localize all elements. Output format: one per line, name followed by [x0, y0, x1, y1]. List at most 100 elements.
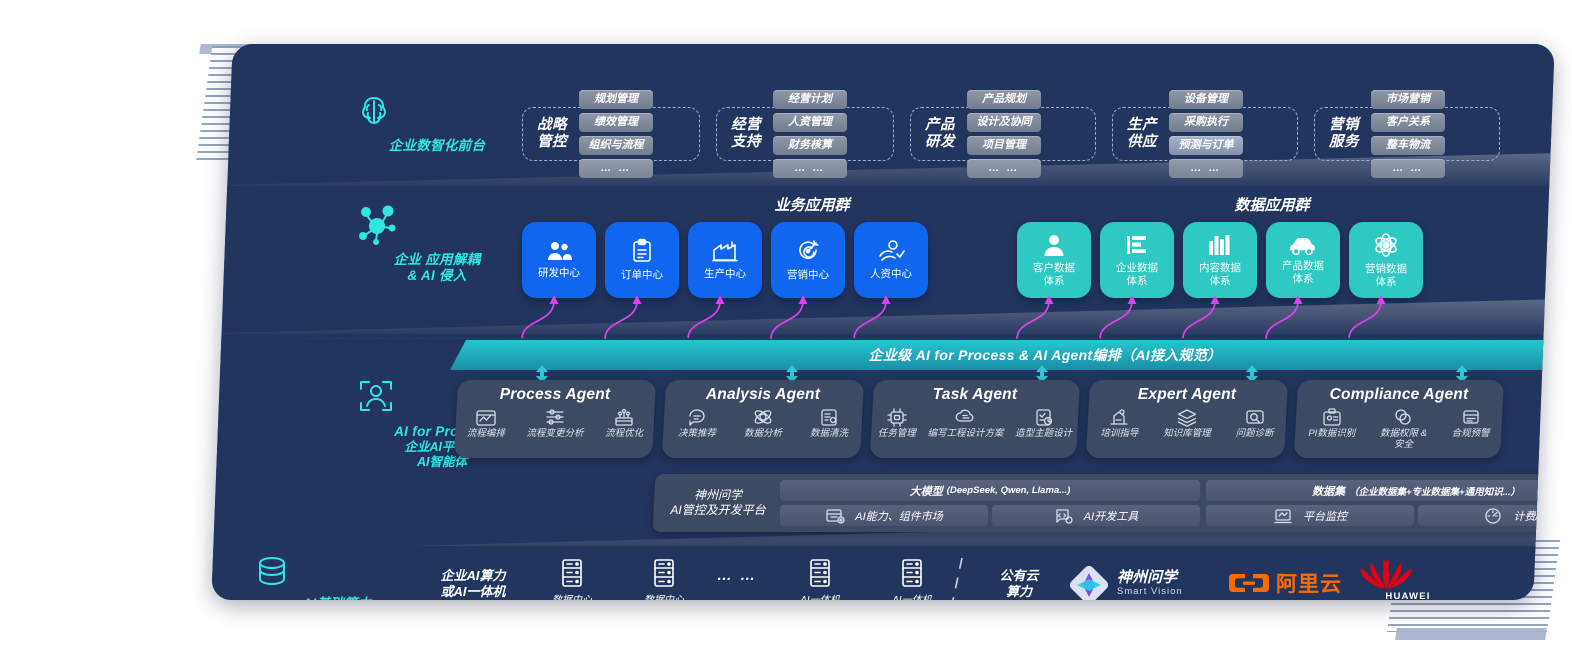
platform-name-line2: AI管控及开发平台	[670, 503, 766, 517]
agent-item-compliance-alert[interactable]: 合规预警	[1452, 407, 1490, 450]
group-supply-cell-1[interactable]: 采购执行	[1169, 113, 1243, 132]
cloud-logo-huawei[interactable]: HUAWEI	[1358, 556, 1458, 600]
group-operations-cell-3[interactable]: … …	[773, 159, 847, 178]
aliyun-logo	[1228, 570, 1270, 596]
alert-doc-icon	[1460, 407, 1482, 427]
platform-billing[interactable]: 计费/计量	[1418, 505, 1555, 526]
cloud-write-icon	[954, 407, 976, 427]
agent-card-task[interactable]: Task Agent 任务管理	[869, 380, 1081, 458]
agent-item-engineering-doc[interactable]: 编写工程设计方案	[927, 407, 1003, 440]
group-strategy[interactable]: 战略 管控 规划管理 绩效管理 组织与流程 … …	[522, 90, 700, 178]
server-icon	[558, 558, 586, 588]
group-supply-cell-3[interactable]: … …	[1169, 159, 1243, 178]
infra-node-aimachine-1[interactable]: AI一体机	[790, 558, 850, 600]
rail-label-compute: AI基础算力	[252, 596, 422, 600]
agent-card-compliance[interactable]: Compliance Agent PI数据识别	[1293, 380, 1505, 458]
group-strategy-cell-0[interactable]: 规划管理	[579, 90, 653, 109]
platform-billing-label: 计费/计量	[1513, 510, 1555, 523]
app-card-rnd-center[interactable]: 研发中心	[522, 222, 596, 298]
agent-card-compliance-name: Compliance Agent	[1329, 386, 1469, 403]
agent-item-styling-theme[interactable]: 造型主题设计	[1015, 407, 1072, 440]
infra-divider	[952, 557, 963, 600]
agent-item-process-optimize[interactable]: 流程优化	[605, 407, 643, 440]
group-supply[interactable]: 生产 供应 设备管理 采购执行 预测与订单 … …	[1112, 90, 1298, 178]
group-operations-cell-2[interactable]: 财务核算	[773, 136, 847, 155]
agent-item-knowledge-base[interactable]: 知识库管理	[1163, 407, 1211, 440]
data-card-marketing[interactable]: 营销数据 体系	[1349, 222, 1423, 298]
group-marketing-cell-0[interactable]: 市场营销	[1371, 90, 1445, 109]
platform-llm-bar[interactable]: 大模型 (DeepSeek, Qwen, Llama...)	[780, 480, 1200, 501]
agent-item-data-cleaning[interactable]: 数据清洗	[810, 407, 848, 440]
group-marketing[interactable]: 营销 服务 市场营销 客户关系 整车物流 … …	[1314, 90, 1500, 178]
agent-item-data-analysis[interactable]: 数据分析	[744, 407, 782, 440]
group-rnd[interactable]: 产品 研发 产品规划 设计及协同 项目管理 … …	[910, 90, 1096, 178]
agent-item-cap: 数据分析	[743, 428, 782, 439]
agent-item-cap: 编写工程设计方案	[927, 428, 1004, 439]
rail-frontoffice: 企业数智化前台	[352, 92, 522, 154]
group-rnd-cell-1[interactable]: 设计及协同	[967, 113, 1041, 132]
agent-card-expert[interactable]: Expert Agent 培训指导	[1085, 380, 1289, 458]
agent-card-process[interactable]: Process Agent 流程编排	[453, 380, 657, 458]
group-operations-cell-0[interactable]: 经营计划	[773, 90, 847, 109]
group-strategy-cell-3[interactable]: … …	[579, 159, 653, 178]
agent-item-change-analysis[interactable]: 流程变更分析	[526, 407, 583, 440]
cloud-logo-aliyun[interactable]: 阿里云	[1228, 568, 1342, 598]
platform-ai-devtool[interactable]: AI开发工具	[992, 505, 1200, 526]
data-card-product[interactable]: 产品数据 体系	[1266, 222, 1340, 298]
app-card-marketing-center[interactable]: 营销中心	[771, 222, 845, 298]
app-card-order-center[interactable]: 订单中心	[605, 222, 679, 298]
group-rnd-cell-2[interactable]: 项目管理	[967, 136, 1041, 155]
data-card-enterprise-label: 企业数据 体系	[1116, 262, 1158, 287]
building-icon	[1125, 233, 1149, 257]
group-marketing-cell-3[interactable]: … …	[1371, 159, 1445, 178]
data-card-enterprise[interactable]: 企业数据 体系	[1100, 222, 1174, 298]
app-card-hr-center-label: 人资中心	[870, 268, 912, 281]
infra-node-aimachine-2[interactable]: AI一体机	[882, 558, 942, 600]
agent-card-analysis[interactable]: Analysis Agent 决策推荐	[661, 380, 865, 458]
agent-item-decision-recommend[interactable]: 决策推荐	[678, 407, 716, 440]
group-supply-cell-0[interactable]: 设备管理	[1169, 90, 1243, 109]
data-card-customer[interactable]: 客户数据 体系	[1017, 222, 1091, 298]
app-card-hr-center[interactable]: 人资中心	[854, 222, 928, 298]
group-strategy-cell-1[interactable]: 绩效管理	[579, 113, 653, 132]
group-operations[interactable]: 经营 支持 经营计划 人资管理 财务核算 … …	[716, 90, 894, 178]
agent-item-task-management[interactable]: 任务管理	[878, 407, 916, 440]
group-strategy-cell-2[interactable]: 组织与流程	[579, 136, 653, 155]
brain-icon	[352, 92, 522, 132]
infra-node-caption: AI一体机	[800, 591, 839, 600]
group-supply-cell-2[interactable]: 预测与订单	[1169, 136, 1243, 155]
group-rnd-cell-0[interactable]: 产品规划	[967, 90, 1041, 109]
group-operations-cell-1[interactable]: 人资管理	[773, 113, 847, 132]
infra-node-caption: AI一体机	[892, 591, 931, 600]
agent-item-data-permission[interactable]: 数据权限 & 安全	[1380, 407, 1427, 450]
connector-arrows-cyan	[536, 365, 1468, 383]
agent-item-cap: 流程编排	[466, 428, 505, 439]
agent-item-flow-orchestration[interactable]: 流程编排	[467, 407, 505, 440]
huawei-logo	[1358, 556, 1458, 590]
data-card-customer-label: 客户数据 体系	[1033, 262, 1075, 287]
data-card-content[interactable]: 内容数据 体系	[1183, 222, 1257, 298]
cloud-logo-shenzhou[interactable]: 神州问学 Smart Vision	[1068, 564, 1183, 600]
agent-item-pi-detection[interactable]: PI数据识别	[1308, 407, 1355, 450]
cloud-logo-shenzhou-sub: Smart Vision	[1117, 586, 1183, 597]
platform-ai-market[interactable]: AI能力、组件市场	[780, 505, 988, 526]
agent-item-training[interactable]: 培训指导	[1100, 407, 1138, 440]
platform-dataset-bar[interactable]: 数据集 （企业数据集+专业数据集+通用知识...）	[1206, 480, 1555, 501]
app-card-production-center[interactable]: 生产中心	[688, 222, 762, 298]
rail-ai-compute: AI基础算力	[252, 552, 422, 600]
agent-item-cap: 合规预警	[1451, 428, 1490, 439]
infra-public-cloud-label: 公有云 算力	[999, 568, 1039, 599]
group-marketing-cell-2[interactable]: 整车物流	[1371, 136, 1445, 155]
car-icon	[1288, 235, 1318, 255]
platform-dataset-sub: （企业数据集+专业数据集+通用知识...）	[1348, 486, 1520, 498]
group-marketing-cell-1[interactable]: 客户关系	[1371, 113, 1445, 132]
platform-monitoring[interactable]: 平台监控	[1206, 505, 1414, 526]
data-card-product-label: 产品数据 体系	[1282, 260, 1324, 285]
infra-node-datacenter-1[interactable]: 数据中心	[542, 558, 602, 600]
ai-platform-panel[interactable]: 神州问学 AI管控及开发平台 大模型 (DeepSeek, Qwen, Llam…	[652, 474, 1555, 532]
infra-node-datacenter-2[interactable]: 数据中心	[634, 558, 694, 600]
rail-label-decoupling-1: 企业 应用解耦	[393, 252, 481, 267]
agent-item-problem-diagnosis[interactable]: 问题诊断	[1236, 407, 1274, 440]
section-dashed-divider	[306, 338, 1555, 339]
group-rnd-cell-3[interactable]: … …	[967, 159, 1041, 178]
